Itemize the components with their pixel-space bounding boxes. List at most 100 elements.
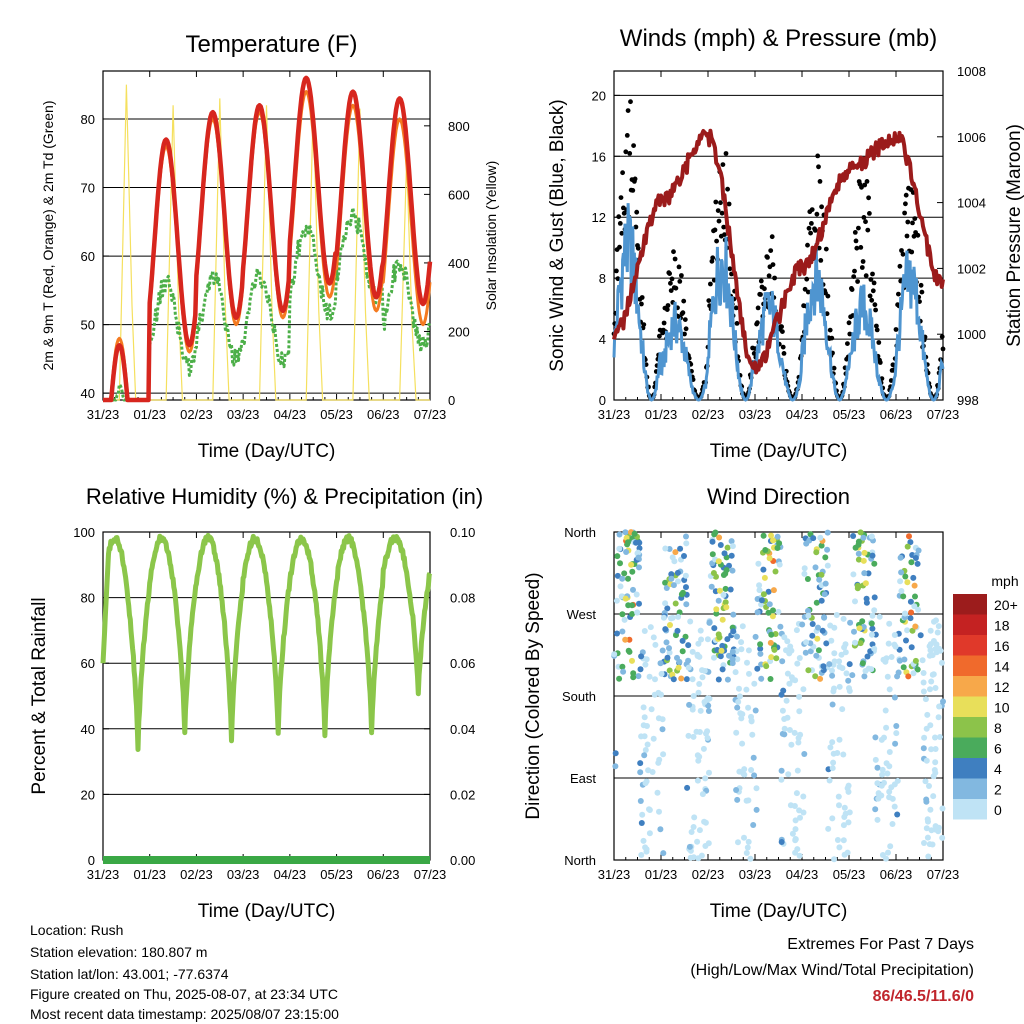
direction-point	[766, 601, 773, 608]
direction-point	[938, 659, 945, 666]
direction-point	[914, 560, 921, 567]
direction-point	[875, 790, 882, 797]
gust-point	[856, 225, 861, 231]
gust-point	[672, 256, 678, 262]
direction-point	[762, 547, 769, 553]
direction-point	[776, 561, 783, 568]
gust-point	[812, 228, 818, 233]
direction-point	[829, 815, 836, 822]
gust-point	[634, 209, 640, 215]
direction-point	[802, 649, 809, 656]
direction-point	[683, 584, 689, 591]
direction-point	[666, 645, 672, 652]
direction-point	[932, 734, 938, 741]
direction-point	[840, 751, 847, 758]
direction-point	[652, 676, 658, 683]
gust-point	[668, 280, 673, 286]
gust-point	[617, 244, 622, 250]
direction-point	[734, 704, 741, 711]
direction-point	[823, 640, 830, 647]
direction-point	[744, 844, 751, 851]
direction-point	[928, 678, 935, 685]
direction-point	[845, 677, 852, 684]
direction-point	[760, 566, 767, 573]
direction-point	[697, 707, 704, 714]
direction-point	[821, 591, 828, 598]
direction-point	[915, 547, 922, 554]
gust-point	[900, 251, 906, 257]
y2-axis-label: Station Pressure (Maroon)	[1004, 124, 1024, 347]
gust-point	[824, 311, 830, 317]
gust-point	[676, 264, 682, 270]
direction-point	[815, 624, 821, 631]
direction-point	[643, 848, 650, 855]
direction-point	[756, 582, 763, 589]
direction-point	[872, 756, 879, 763]
gust-point	[628, 99, 633, 105]
gust-point	[919, 289, 925, 295]
direction-point	[674, 627, 681, 634]
direction-point	[657, 826, 664, 833]
direction-point	[932, 685, 939, 691]
colorbar-swatch	[953, 696, 987, 717]
direction-point	[923, 825, 930, 832]
direction-point	[783, 647, 789, 654]
direction-point	[670, 582, 677, 589]
y-tick-label: 12	[592, 210, 606, 225]
direction-point	[885, 849, 891, 856]
direction-point	[699, 791, 706, 798]
direction-point	[760, 591, 767, 598]
gust-point	[855, 279, 860, 284]
direction-point	[868, 620, 875, 627]
direction-point	[812, 673, 819, 680]
x-tick-label: 03/23	[739, 867, 772, 882]
direction-point	[625, 647, 632, 654]
direction-point	[699, 667, 705, 674]
direction-point	[770, 537, 776, 544]
direction-point	[613, 597, 620, 604]
direction-point	[898, 569, 905, 576]
direction-point	[648, 706, 655, 713]
direction-point	[734, 796, 741, 803]
colorbar-swatch	[953, 758, 987, 779]
direction-point	[750, 754, 757, 761]
gust-point	[772, 275, 777, 281]
direction-point	[829, 672, 836, 679]
direction-point	[792, 817, 799, 824]
direction-point	[638, 852, 645, 858]
direction-point	[694, 777, 701, 784]
direction-point	[616, 545, 623, 552]
direction-point	[728, 552, 735, 559]
direction-point	[892, 740, 899, 747]
x-tick-label: 01/23	[133, 407, 166, 422]
direction-point	[700, 745, 707, 752]
direction-point	[891, 694, 898, 701]
direction-point	[827, 744, 834, 751]
direction-point	[702, 775, 709, 782]
x-axis-label: Time (Day/UTC)	[710, 441, 848, 462]
direction-point	[619, 611, 626, 618]
direction-point	[852, 544, 859, 551]
x-tick-label: 03/23	[227, 867, 260, 882]
x-tick-label: 06/23	[367, 407, 400, 422]
gust-point	[780, 344, 786, 350]
gust-point	[861, 215, 867, 220]
direction-point	[739, 623, 746, 630]
direction-point	[708, 583, 715, 590]
direction-point	[623, 549, 630, 555]
direction-point	[884, 673, 891, 680]
direction-point	[936, 703, 943, 710]
direction-point	[878, 736, 885, 743]
direction-point	[809, 621, 816, 627]
direction-point	[705, 702, 712, 709]
direction-point	[819, 627, 826, 634]
direction-point	[920, 745, 927, 752]
direction-point	[925, 853, 932, 860]
direction-point	[912, 593, 918, 600]
direction-point	[637, 666, 644, 673]
chart-title: Temperature (F)	[185, 31, 357, 58]
direction-point	[826, 777, 833, 784]
direction-point	[871, 594, 878, 601]
direction-point	[912, 555, 919, 561]
direction-point	[809, 632, 816, 639]
